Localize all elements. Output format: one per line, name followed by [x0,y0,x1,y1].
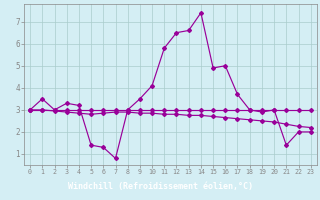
Text: Windchill (Refroidissement éolien,°C): Windchill (Refroidissement éolien,°C) [68,182,252,191]
